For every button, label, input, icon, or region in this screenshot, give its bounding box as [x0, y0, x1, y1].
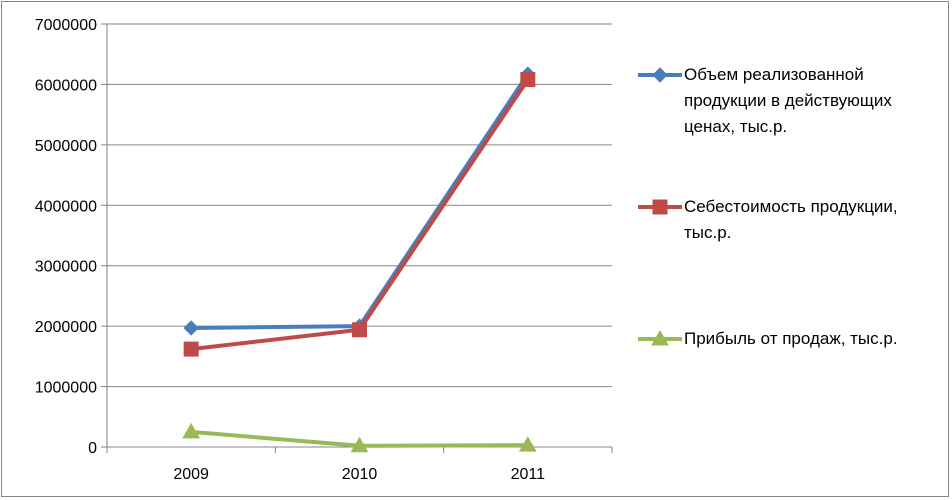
series-lines: [182, 66, 537, 453]
data-point: [182, 422, 201, 439]
data-point: [350, 436, 369, 453]
x-tick-label: 2011: [511, 466, 546, 483]
legend-marker: [652, 67, 668, 83]
legend-key-revenue: [638, 67, 682, 83]
x-tick-label: 2009: [173, 466, 209, 483]
legend-label: Прибыль от продаж, тыс.р.: [684, 329, 898, 348]
data-point: [183, 320, 199, 336]
y-tick-label: 4000000: [35, 198, 97, 215]
y-tick-label: 6000000: [35, 77, 97, 94]
y-tick-label: 5000000: [35, 138, 97, 155]
y-tick-label: 3000000: [35, 259, 97, 276]
y-tick-label: 7000000: [35, 17, 97, 34]
y-tick-label: 1000000: [35, 380, 97, 397]
x-tick-label: 2010: [342, 466, 378, 483]
y-tick-label: 0: [88, 440, 97, 457]
legend-marker: [651, 329, 669, 346]
series-2: [182, 422, 537, 453]
data-point: [183, 341, 199, 357]
series-line: [190, 78, 530, 352]
axes: [101, 23, 613, 453]
tick-labels: 0 1000000 2000000 3000000 4000000 5000000 6000…: [35, 17, 545, 483]
legend-label: Объем реализованной продукции в действую…: [684, 65, 892, 136]
legend-marker: [652, 199, 668, 215]
y-tick-label: 2000000: [35, 319, 97, 336]
legend-key-cost: [638, 199, 682, 215]
legend-key-profit: [638, 329, 682, 346]
series-line: [191, 73, 530, 330]
series-1: [183, 72, 536, 357]
data-point: [520, 72, 536, 88]
legend-label: Себестоимость продукции, тыс.р.: [684, 197, 898, 242]
data-point: [518, 436, 537, 452]
data-point: [352, 322, 367, 338]
series-0: [183, 66, 536, 336]
